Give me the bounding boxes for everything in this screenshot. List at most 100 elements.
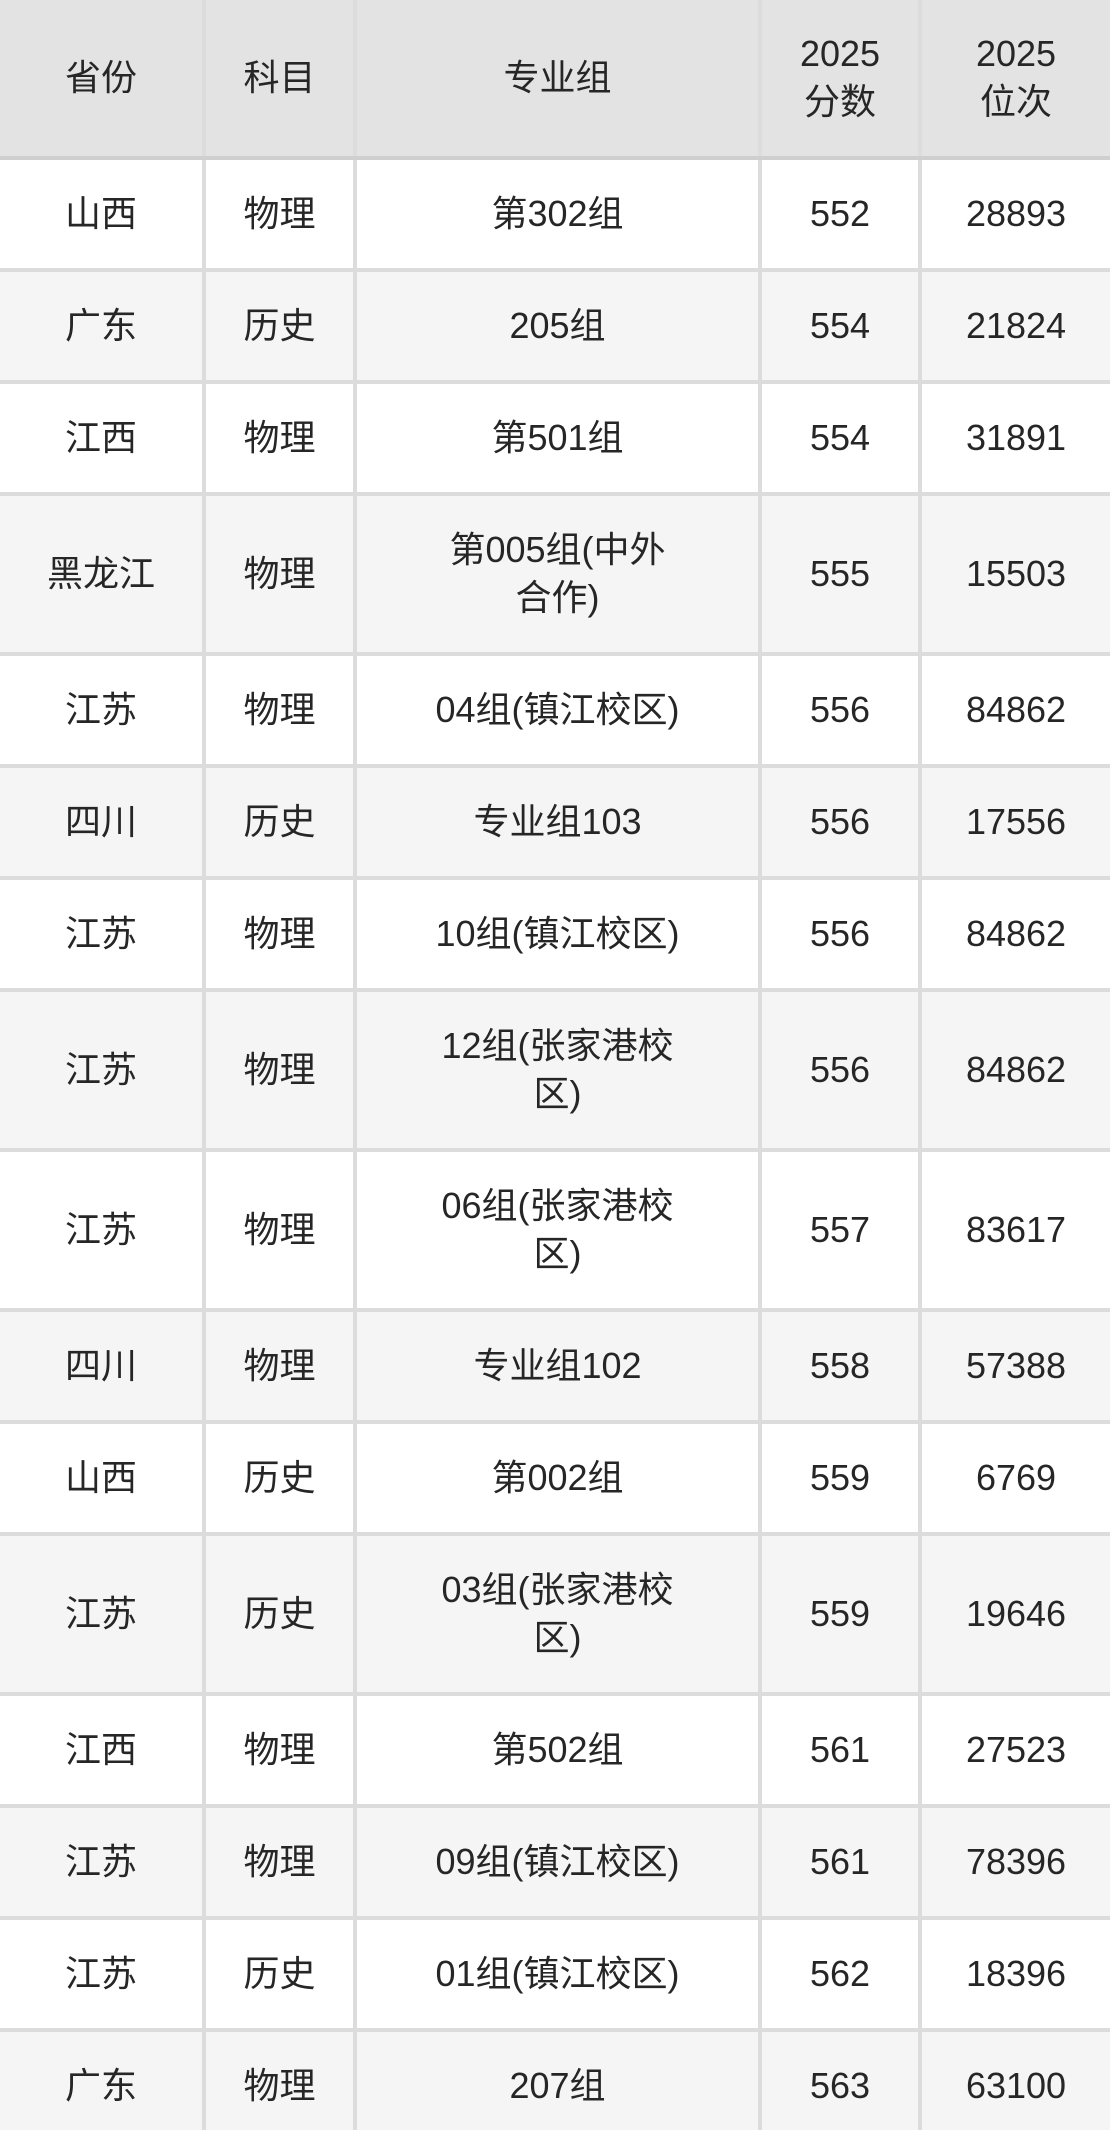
cell-group: 第302组 [353, 156, 762, 272]
cell-score: 559 [758, 1420, 922, 1536]
cell-subject: 物理 [202, 492, 357, 656]
cell-subject: 物理 [202, 1308, 357, 1424]
cell-rank: 15503 [918, 492, 1110, 656]
column-header-label: 科目 [243, 57, 316, 98]
cell-score: 554 [758, 268, 922, 384]
column-header-label: 专业组 [503, 57, 612, 98]
cell-score: 552 [758, 156, 922, 272]
cell-score: 556 [758, 876, 922, 992]
cell-score: 554 [758, 380, 922, 496]
table-row: 广东 历史 205组 554 21824 [0, 268, 1110, 384]
cell-subject: 物理 [202, 380, 357, 496]
cell-province: 山西 [0, 1420, 206, 1536]
cell-rank: 57388 [918, 1308, 1110, 1424]
cell-group: 10组(镇江校区) [353, 876, 762, 992]
cell-subject: 物理 [202, 156, 357, 272]
cell-subject: 历史 [202, 268, 357, 384]
cell-group: 09组(镇江校区) [353, 1804, 762, 1920]
cell-score: 558 [758, 1308, 922, 1424]
cell-group: 专业组102 [353, 1308, 762, 1424]
cell-province: 江苏 [0, 1532, 206, 1696]
table-row: 广东 物理 207组 563 63100 [0, 2028, 1110, 2130]
cell-group: 第502组 [353, 1692, 762, 1808]
table-row: 江西 物理 第502组 561 27523 [0, 1692, 1110, 1808]
cell-rank: 84862 [918, 988, 1110, 1152]
cell-rank: 31891 [918, 380, 1110, 496]
table-row: 江苏 物理 06组(张家港校区) 557 83617 [0, 1148, 1110, 1312]
table-row: 四川 物理 专业组102 558 57388 [0, 1308, 1110, 1424]
column-header-label: 省份 [64, 57, 137, 98]
cell-rank: 17556 [918, 764, 1110, 880]
cell-rank: 84862 [918, 652, 1110, 768]
cell-province: 江苏 [0, 1804, 206, 1920]
cell-score: 561 [758, 1692, 922, 1808]
table-row: 江苏 历史 03组(张家港校区) 559 19646 [0, 1532, 1110, 1696]
column-header-subject: 科目 [202, 0, 357, 160]
cell-subject: 物理 [202, 1692, 357, 1808]
cell-score: 556 [758, 652, 922, 768]
cell-subject: 物理 [202, 1148, 357, 1312]
table-row: 江西 物理 第501组 554 31891 [0, 380, 1110, 496]
cell-province: 江苏 [0, 652, 206, 768]
cell-group: 01组(镇江校区) [353, 1916, 762, 2032]
cell-group: 04组(镇江校区) [353, 652, 762, 768]
cell-province: 江苏 [0, 1148, 206, 1312]
cell-rank: 19646 [918, 1532, 1110, 1696]
cell-score: 562 [758, 1916, 922, 2032]
table-header: 省份 科目 专业组 2025分数 2025位次 [0, 0, 1110, 160]
cell-subject: 物理 [202, 2028, 357, 2130]
cell-province: 江苏 [0, 876, 206, 992]
cell-rank: 18396 [918, 1916, 1110, 2032]
cell-score: 563 [758, 2028, 922, 2130]
cell-province: 江苏 [0, 1916, 206, 2032]
column-header-score: 2025分数 [758, 0, 922, 160]
cell-province: 山西 [0, 156, 206, 272]
cell-subject: 物理 [202, 988, 357, 1152]
cell-subject: 历史 [202, 764, 357, 880]
cell-subject: 物理 [202, 652, 357, 768]
table-body: 山西 物理 第302组 552 28893 广东 历史 205组 554 21824 江西 物理 第50… [0, 156, 1110, 2130]
cell-score: 559 [758, 1532, 922, 1696]
cell-rank: 27523 [918, 1692, 1110, 1808]
cell-province: 四川 [0, 764, 206, 880]
cell-rank: 78396 [918, 1804, 1110, 1920]
column-header-rank: 2025位次 [918, 0, 1110, 160]
cell-score: 556 [758, 988, 922, 1152]
cell-rank: 63100 [918, 2028, 1110, 2130]
table-row: 江苏 物理 09组(镇江校区) 561 78396 [0, 1804, 1110, 1920]
cell-province: 江西 [0, 380, 206, 496]
cell-province: 黑龙江 [0, 492, 206, 656]
cell-score: 555 [758, 492, 922, 656]
column-header-label: 2025分数 [799, 33, 881, 122]
cell-rank: 21824 [918, 268, 1110, 384]
cell-group: 12组(张家港校区) [353, 988, 762, 1152]
cell-group: 207组 [353, 2028, 762, 2130]
cell-subject: 历史 [202, 1916, 357, 2032]
cell-subject: 物理 [202, 876, 357, 992]
cell-subject: 历史 [202, 1420, 357, 1536]
cell-group: 第501组 [353, 380, 762, 496]
cell-province: 广东 [0, 2028, 206, 2130]
cell-group: 205组 [353, 268, 762, 384]
table-row: 江苏 物理 04组(镇江校区) 556 84862 [0, 652, 1110, 768]
cell-group: 06组(张家港校区) [353, 1148, 762, 1312]
cell-province: 四川 [0, 1308, 206, 1424]
table-row: 江苏 历史 01组(镇江校区) 562 18396 [0, 1916, 1110, 2032]
cell-province: 江西 [0, 1692, 206, 1808]
cell-rank: 6769 [918, 1420, 1110, 1536]
header-row: 省份 科目 专业组 2025分数 2025位次 [0, 0, 1110, 160]
table-row: 黑龙江 物理 第005组(中外合作) 555 15503 [0, 492, 1110, 656]
table-row: 山西 历史 第002组 559 6769 [0, 1420, 1110, 1536]
cell-group: 第005组(中外合作) [353, 492, 762, 656]
table-row: 山西 物理 第302组 552 28893 [0, 156, 1110, 272]
cell-score: 556 [758, 764, 922, 880]
cell-subject: 物理 [202, 1804, 357, 1920]
cell-province: 江苏 [0, 988, 206, 1152]
cell-score: 561 [758, 1804, 922, 1920]
cell-group: 专业组103 [353, 764, 762, 880]
table-row: 江苏 物理 10组(镇江校区) 556 84862 [0, 876, 1110, 992]
table-row: 四川 历史 专业组103 556 17556 [0, 764, 1110, 880]
cell-group: 第002组 [353, 1420, 762, 1536]
cell-score: 557 [758, 1148, 922, 1312]
